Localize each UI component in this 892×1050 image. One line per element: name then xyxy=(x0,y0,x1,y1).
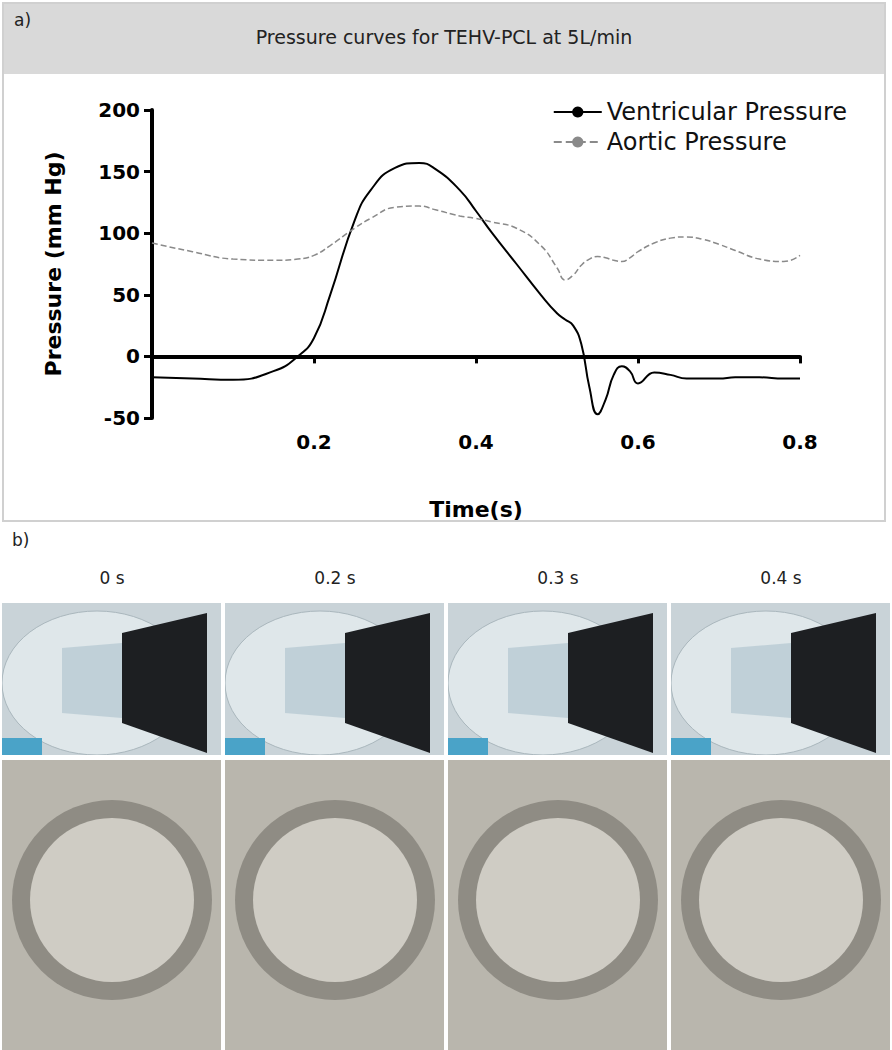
svg-text:50: 50 xyxy=(112,283,140,307)
svg-text:Ventricular Pressure: Ventricular Pressure xyxy=(607,98,847,126)
svg-text:0.6: 0.6 xyxy=(620,430,655,454)
html-text:0 s: 0 s xyxy=(99,568,125,588)
svg-text:Pressure (mm Hg): Pressure (mm Hg) xyxy=(41,152,66,377)
svg-text:Aortic Pressure: Aortic Pressure xyxy=(607,128,787,156)
svg-text:200: 200 xyxy=(98,98,140,122)
svg-text:150: 150 xyxy=(98,160,140,184)
html-text:b): b) xyxy=(12,530,30,550)
svg-text:100: 100 xyxy=(98,221,140,245)
html-text:Pressure curves for TEHV-PCL a: Pressure curves for TEHV-PCL at 5L/min xyxy=(255,26,633,48)
svg-text:0.4: 0.4 xyxy=(458,430,493,454)
html-text:0.2 s: 0.2 s xyxy=(314,568,356,588)
svg-text:-50: -50 xyxy=(104,406,140,430)
html-text:0.3 s: 0.3 s xyxy=(537,568,579,588)
svg-text:0.8: 0.8 xyxy=(782,430,817,454)
svg-text:0.2: 0.2 xyxy=(296,430,331,454)
svg-text:Time(s): Time(s) xyxy=(429,497,523,522)
svg-text:0: 0 xyxy=(126,344,140,368)
html-text:a): a) xyxy=(14,10,32,30)
html-text:0.4 s: 0.4 s xyxy=(760,568,802,588)
